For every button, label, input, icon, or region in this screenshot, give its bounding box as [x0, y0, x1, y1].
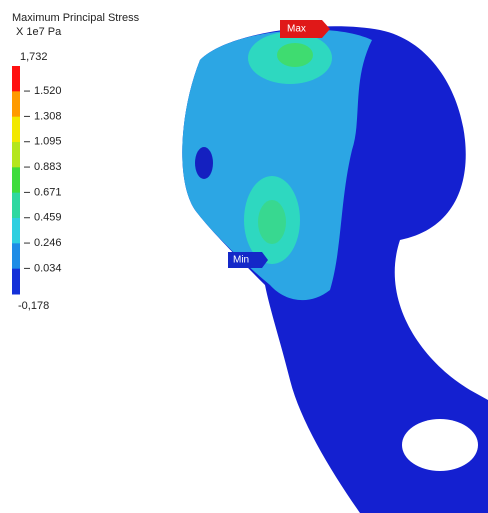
- legend-unit: X 1e7 Pa: [16, 26, 62, 38]
- legend-swatch: [12, 66, 20, 92]
- max-label: Max: [287, 24, 306, 35]
- max-marker: Max: [280, 20, 330, 38]
- stress-zone: [258, 200, 286, 244]
- legend-swatch: [12, 218, 20, 244]
- bone-hole: [402, 419, 478, 471]
- result-view: Max Min Maximum Principal Stress X 1e7 P…: [0, 0, 488, 513]
- legend-swatch: [12, 269, 20, 295]
- legend-swatch: [12, 243, 20, 269]
- legend-swatch: [12, 91, 20, 117]
- legend-swatch: [12, 167, 20, 193]
- min-marker: Min: [228, 252, 268, 268]
- legend-max-label: 1,732: [20, 51, 48, 63]
- bone-model: [182, 26, 488, 513]
- legend-label: 1.095: [34, 136, 62, 148]
- legend-label: 0.034: [34, 262, 62, 274]
- stress-zone: [277, 43, 313, 67]
- stress-spot: [195, 147, 213, 179]
- min-label: Min: [233, 255, 249, 266]
- legend-label: 1.520: [34, 85, 62, 97]
- legend-min-label: -0,178: [18, 300, 49, 312]
- legend-swatch: [12, 193, 20, 219]
- legend: Maximum Principal Stress X 1e7 Pa 1,732 1…: [12, 12, 140, 312]
- legend-swatch: [12, 142, 20, 168]
- legend-label: 0.883: [34, 161, 62, 173]
- legend-label: 0.459: [34, 212, 62, 224]
- legend-label: 0.671: [34, 186, 62, 198]
- legend-swatch: [12, 117, 20, 143]
- page: {"legend": {"title": "Maximum Principal …: [0, 0, 488, 513]
- legend-label: 0.246: [34, 237, 62, 249]
- legend-title: Maximum Principal Stress: [12, 12, 140, 24]
- legend-label: 1.308: [34, 110, 62, 122]
